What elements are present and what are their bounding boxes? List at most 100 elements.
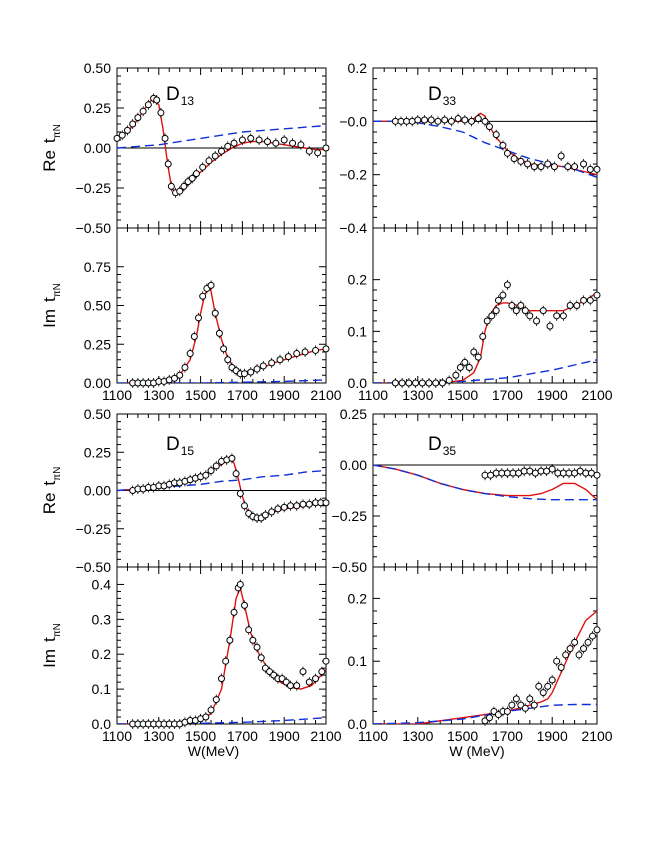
x-tick-label: 1900 [537,387,568,403]
x-tick-label: 1100 [102,387,132,403]
data-point [211,309,219,317]
x-tick-label: 1100 [358,387,388,403]
data-point [312,346,320,354]
x-tick-label: 1300 [402,728,433,744]
data-point [284,353,292,361]
y-tick-label: 0.2 [92,646,112,662]
data-point [474,115,482,123]
data-point [230,139,238,147]
data-point [587,469,595,477]
panel-d13-re: −0.50 −0.25 0.00 0.25 0.50 Re tπN D13 [40,60,330,236]
data-point [176,371,184,379]
y-axis-label-symbol: t [40,297,59,302]
data-point [485,123,493,131]
y-axis-label-symbol: t [40,637,59,642]
reference-curve [373,120,597,178]
data-point [427,116,435,124]
y-tick-label: −0.50 [76,220,112,236]
data-point [586,165,594,173]
data-point [499,141,507,149]
y-tick-label: 0.1 [348,323,368,339]
data-point [580,645,588,653]
y-axis-label-subscript: πN [52,124,63,138]
data-point [280,136,288,144]
y-tick-label: 0.00 [84,375,111,391]
data-point [586,296,594,304]
y-tick-label: 0.75 [84,259,111,275]
model-curve [373,292,597,383]
data-point [512,307,520,315]
data-point [299,668,307,676]
data-point [286,502,294,510]
y-tick-label: 0.1 [92,681,112,697]
data-point [286,682,294,690]
y-tick-label: −0.4 [339,220,367,236]
x-tick-label: 2100 [581,728,612,744]
y-tick-label: −0.25 [332,508,368,524]
data-point [245,626,253,634]
x-tick-label: 1700 [227,728,258,744]
data-point [153,96,161,104]
data-point [481,117,489,125]
data-point [548,465,556,473]
data-point [503,707,511,715]
data-point [129,120,137,128]
data-point [305,500,313,508]
x-tick-label: 2100 [581,387,612,403]
data-point [297,141,305,149]
data-point [195,314,203,322]
y-tick-label: 0.4 [92,576,112,592]
data-point [249,636,257,644]
data-point [470,348,478,356]
data-point [535,682,543,690]
data-point [263,138,271,146]
y-tick-label: 0.50 [84,60,111,76]
data-point [499,291,507,299]
data-point [253,643,261,651]
data-point [259,362,267,370]
data-point [218,675,225,683]
model-curve [117,587,326,724]
x-tick-label: 1900 [269,387,300,403]
y-tick-label: 0.25 [84,100,111,116]
data-point [218,147,225,155]
data-point [212,462,220,470]
data-point [232,470,240,478]
data-point [454,115,462,123]
data-point [441,116,449,124]
data-point [548,676,556,684]
data-point [580,160,588,168]
y-tick-label: 0.0 [348,375,368,391]
data-point [236,580,244,588]
data-point [205,157,213,165]
data-point [180,182,188,190]
x-axis-label: W(MeV) [188,743,239,759]
y-axis-label: Im tπN [40,623,63,668]
data-point [593,471,601,479]
data-point [503,149,511,157]
panel-label-letter: D [166,434,180,455]
data-point [485,714,493,722]
data-point [228,454,236,462]
data-point [456,364,464,371]
data-point [164,160,172,168]
data-point [207,281,215,289]
data-point [492,131,500,139]
panel-d15-im: 0.0 0.1 0.2 0.3 0.4 1100 1300 1500 1700 1900 2100 W… [40,566,342,759]
data-point [113,134,121,142]
data-point [447,117,455,125]
panel-label: D33 [428,84,456,108]
reference-curve [117,379,326,383]
panel-d35-im: 0.0 0.1 0.2 1100 1300 1500 1700 1900 2100 W (MeV) [348,566,613,759]
data-point [576,467,584,475]
y-tick-label: 0.3 [92,611,112,627]
data-point [465,364,473,371]
data-point [573,302,581,309]
data-point [144,101,152,109]
x-tick-label: 1700 [227,387,258,403]
data-point [322,345,330,353]
data-point [533,317,541,325]
data-point [215,329,223,337]
x-tick-label: 1700 [492,387,523,403]
data-point [468,117,476,125]
